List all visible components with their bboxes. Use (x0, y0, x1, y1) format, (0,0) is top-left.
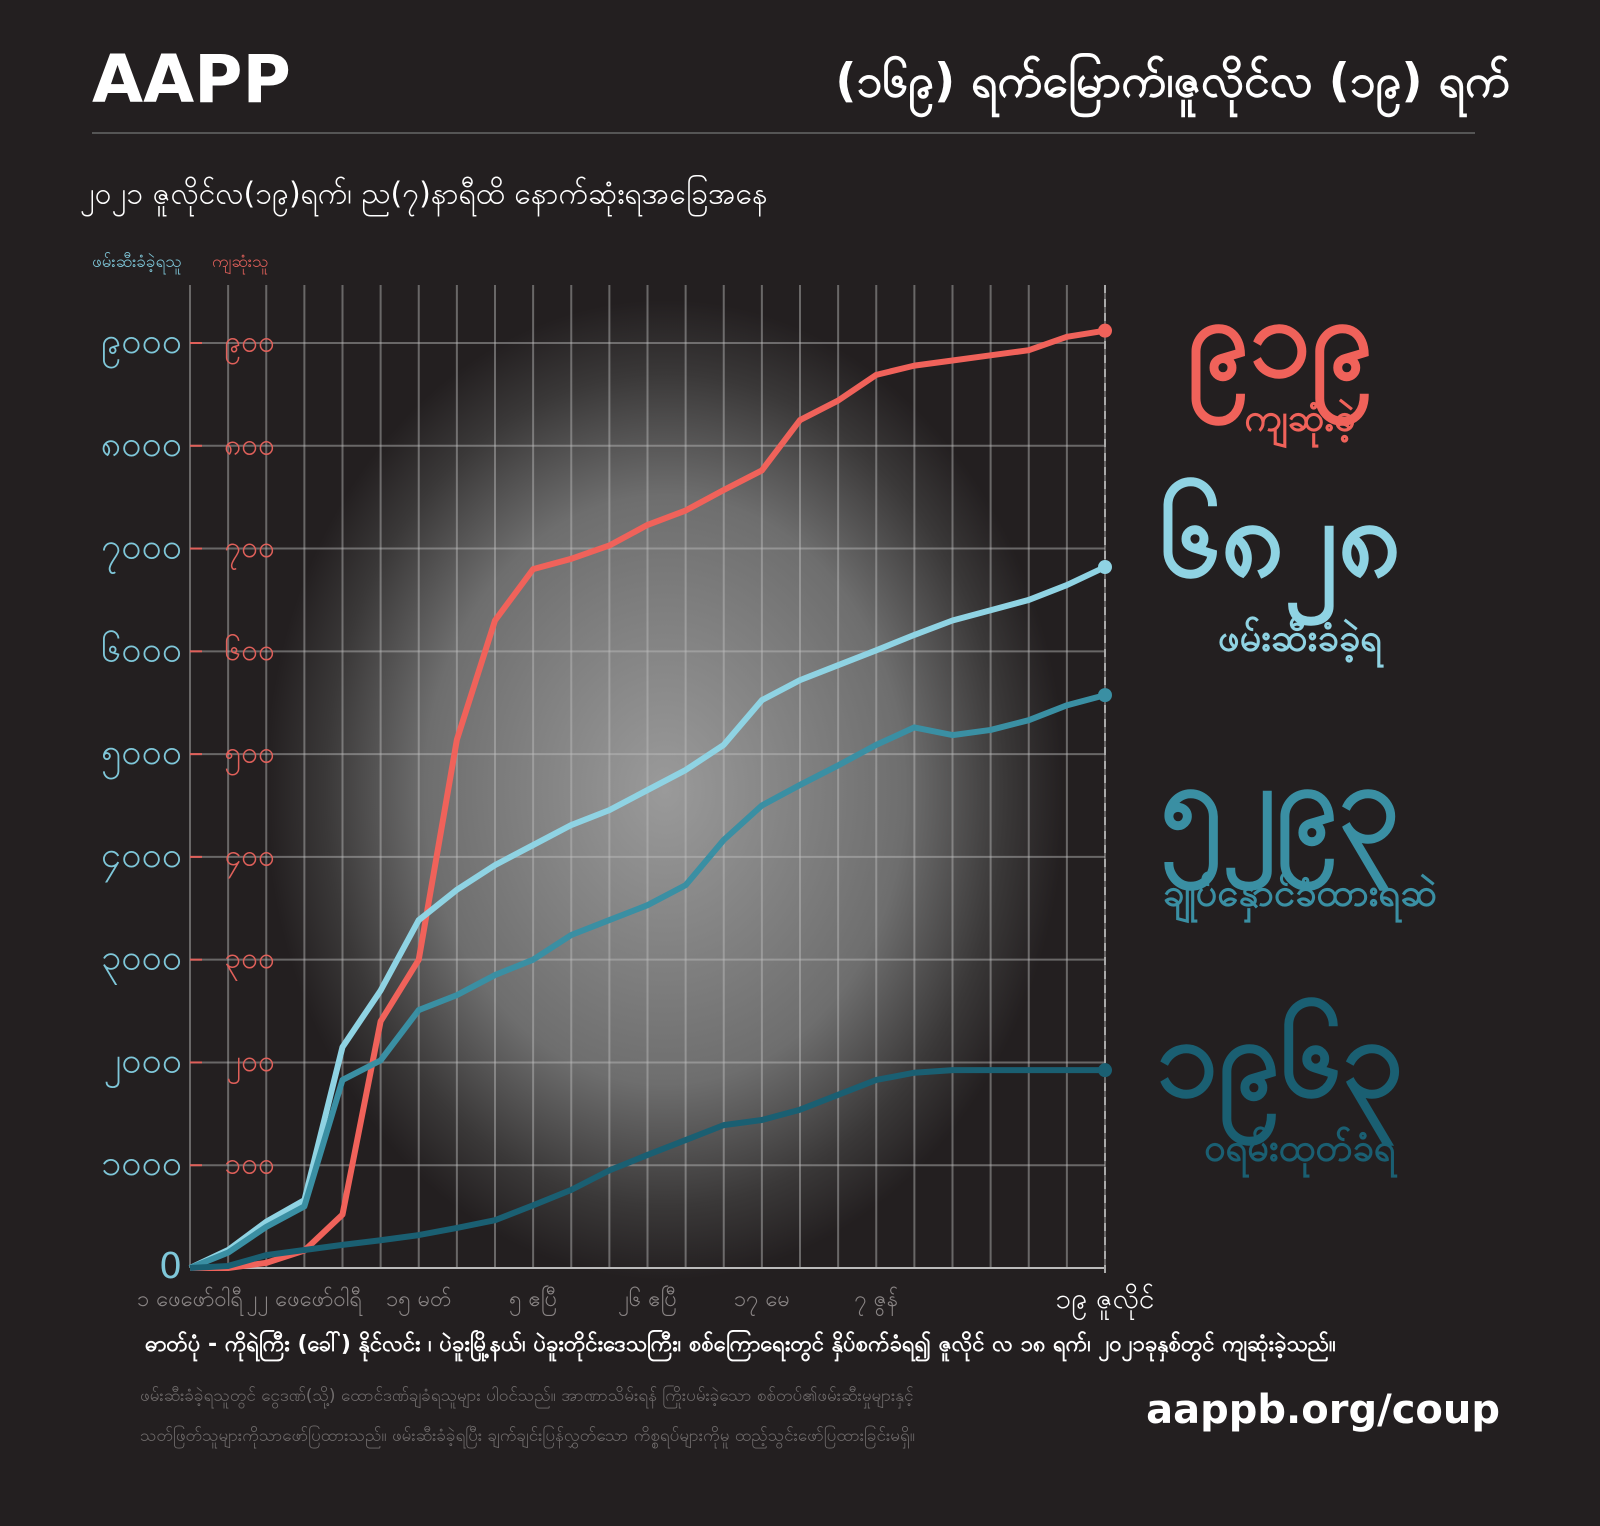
series-line (188, 692, 1106, 1271)
y-tick-label: ၄၀၀၀ (101, 835, 182, 883)
photo-caption: ဓာတ်ပုံ - ကိုရဲကြီး (ခေါ်) နိုင်လင်း ၊ ပ… (145, 1329, 1336, 1362)
chart-title: (၁၆၉) ရက်မြောက်၊ဇူလိုင်လ (၁၉) ရက် (835, 52, 1510, 119)
x-tick-label: ၁၉ ဇူလိုင် (1056, 1281, 1155, 1321)
y-tick-label: ၅၀၀၀ (101, 732, 182, 780)
x-tick-label: ၂၂ ဖေဖော်ဝါရီ (247, 1286, 363, 1316)
end-point (1098, 323, 1112, 338)
total: ၅၂၉၃ (1160, 738, 1400, 890)
note: ဖမ်းဆီးခံခဲ့ရသူတွင် ငွေဒဏ်(သို့) ထောင်ဒဏ… (140, 1384, 913, 1409)
y2-tick-label: ၃၀၀ (224, 941, 275, 982)
x-tick-label: ၇ ဇွန် (854, 1286, 898, 1317)
y-tick-label: 0 (159, 1246, 182, 1287)
x-tick-label: ၅ ဧပြီ (509, 1285, 557, 1316)
series-line (190, 327, 1106, 1271)
y-tick-label: ၂၀၀၀ (104, 1040, 182, 1088)
y-tick-label: ၈၀၀၀ (101, 424, 182, 465)
end-point (1098, 1063, 1112, 1078)
y2-axis-label: ကျဆုံးသူ (212, 252, 269, 275)
y2-tick-label: ၉၀၀ (224, 325, 275, 366)
y2-tick-label: ၄၀၀ (224, 838, 275, 879)
series-line (188, 564, 1107, 1271)
total: ၆၈၂၈ (1159, 473, 1401, 625)
y-tick-label: ၉၀၀၀ (101, 321, 182, 369)
y2-tick-label: ၂၀၀ (227, 1044, 276, 1085)
x-tick-label: ၂၆ ဧပြီ (618, 1285, 677, 1316)
x-tick-label: ၁၅ မတ် (386, 1286, 452, 1316)
plot: ၁ ဖေဖော်ဝါရီ ၂၂ ဖေဖော်ဝါရီ ၁၅ မတ် ၅ ဧပြီ ၂၆ … (101, 273, 1437, 1321)
photo (265, 300, 1065, 1280)
total: ၁၉၆၃ (1156, 993, 1404, 1145)
chart-subtitle: ၂၀၂၁ ဇူလိုင်လ(၁၉)ရက်၊ ည(၇)နာရီထိ နောက်ဆု… (80, 175, 767, 218)
brand: AAPP (92, 41, 291, 118)
y2-tick-label: ၆၀၀ (224, 632, 275, 668)
note: သတ်ဖြတ်သူများကိုသာဖော်ပြထားသည်။ ဖမ်းဆီးခ… (140, 1424, 915, 1449)
y2-tick-label: ၁၀၀ (224, 1147, 275, 1182)
y2-tick-label: ၈၀၀ (224, 427, 275, 462)
end-point (1098, 560, 1112, 575)
y-tick-label: ၃၀၀၀ (101, 938, 182, 986)
x-tick-label: ၁ ဖေဖော်ဝါရီ (137, 1286, 244, 1316)
y-tick-label: ၇၀၀၀ (101, 527, 182, 575)
y-tick-label: ၆၀၀၀ (101, 629, 182, 670)
y-axis-label: ဖမ်းဆီးခံခဲ့ရသူ (92, 252, 182, 275)
total: ၉၁၉ (1187, 273, 1373, 425)
y2-tick-label: ၇၀၀ (224, 530, 275, 571)
series-line (189, 1067, 1105, 1271)
source-url: aappb.org/coup (1146, 1387, 1500, 1433)
end-point (1098, 688, 1112, 703)
x-tick-label: ၁၇ မေ (734, 1287, 790, 1316)
y2-tick-label: ၅၀၀ (224, 736, 275, 777)
y-tick-label: ၁၀၀၀ (101, 1143, 182, 1184)
